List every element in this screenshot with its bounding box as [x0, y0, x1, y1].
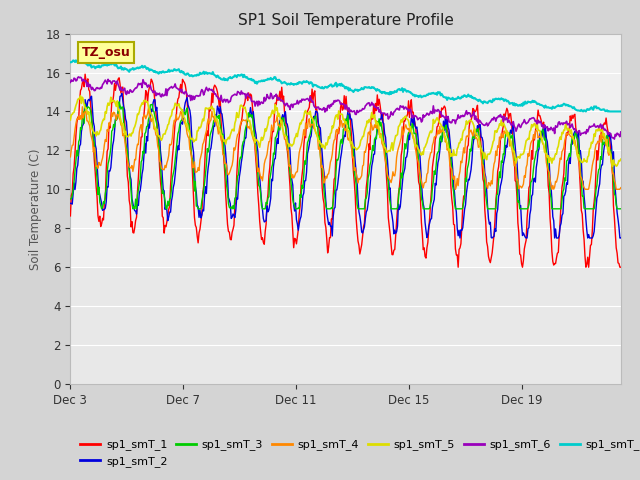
sp1_smT_6 [209, 89, 217, 95]
sp1_smT_2 [67, 201, 74, 206]
sp1_smT_7 [209, 69, 217, 75]
sp1_smT_6 [67, 80, 74, 85]
sp1_smT_6 [617, 129, 625, 135]
Y-axis label: Soil Temperature (C): Soil Temperature (C) [29, 148, 42, 270]
sp1_smT_7 [67, 60, 74, 65]
sp1_smT_1 [435, 119, 443, 125]
sp1_smT_2 [209, 131, 217, 137]
sp1_smT_2 [317, 125, 324, 131]
sp1_smT_4 [209, 114, 217, 120]
sp1_smT_5 [482, 155, 490, 161]
sp1_smT_7 [392, 89, 399, 95]
sp1_smT_2 [165, 214, 173, 220]
sp1_smT_4 [483, 183, 490, 189]
sp1_smT_6 [482, 121, 490, 127]
sp1_smT_4 [452, 186, 460, 192]
Line: sp1_smT_3: sp1_smT_3 [70, 102, 621, 209]
sp1_smT_1 [483, 239, 490, 245]
sp1_smT_3 [393, 206, 401, 212]
sp1_smT_3 [67, 196, 74, 202]
sp1_smT_5 [67, 117, 74, 123]
sp1_smT_6 [611, 136, 618, 142]
sp1_smT_1 [209, 100, 217, 106]
Line: sp1_smT_4: sp1_smT_4 [70, 107, 621, 189]
sp1_smT_4 [165, 153, 173, 158]
sp1_smT_4 [617, 185, 625, 191]
sp1_smT_6 [392, 107, 399, 113]
sp1_smT_1 [617, 264, 625, 270]
sp1_smT_4 [79, 104, 86, 109]
sp1_smT_5 [77, 93, 84, 99]
sp1_smT_1 [392, 232, 399, 238]
sp1_smT_3 [436, 136, 444, 142]
sp1_smT_3 [483, 199, 490, 205]
sp1_smT_3 [617, 206, 625, 212]
sp1_smT_6 [165, 87, 173, 93]
sp1_smT_1 [317, 144, 324, 149]
sp1_smT_5 [165, 121, 173, 127]
sp1_smT_7 [76, 58, 83, 63]
Line: sp1_smT_7: sp1_smT_7 [70, 60, 621, 111]
sp1_smT_6 [317, 106, 324, 112]
sp1_smT_1 [81, 72, 89, 77]
sp1_smT_2 [456, 235, 464, 241]
sp1_smT_2 [392, 230, 399, 236]
sp1_smT_4 [67, 154, 74, 160]
sp1_smT_4 [392, 167, 399, 173]
sp1_smT_5 [609, 164, 616, 169]
sp1_smT_5 [435, 119, 443, 124]
sp1_smT_3 [210, 118, 218, 123]
sp1_smT_3 [115, 99, 123, 105]
Line: sp1_smT_1: sp1_smT_1 [70, 74, 621, 267]
Text: TZ_osu: TZ_osu [81, 46, 130, 59]
sp1_smT_2 [617, 235, 625, 241]
sp1_smT_4 [435, 131, 443, 137]
Line: sp1_smT_2: sp1_smT_2 [70, 94, 621, 238]
sp1_smT_5 [392, 133, 399, 139]
Legend: sp1_smT_1, sp1_smT_2, sp1_smT_3, sp1_smT_4, sp1_smT_5, sp1_smT_6, sp1_smT_7: sp1_smT_1, sp1_smT_2, sp1_smT_3, sp1_smT… [76, 435, 640, 471]
sp1_smT_1 [165, 206, 173, 212]
sp1_smT_7 [617, 108, 625, 114]
sp1_smT_1 [454, 264, 462, 270]
Bar [70, 34, 621, 267]
sp1_smT_7 [317, 85, 324, 91]
sp1_smT_3 [166, 196, 173, 202]
sp1_smT_7 [482, 99, 490, 105]
sp1_smT_2 [118, 91, 125, 96]
sp1_smT_6 [75, 74, 83, 80]
sp1_smT_1 [67, 213, 74, 219]
sp1_smT_5 [317, 141, 324, 146]
sp1_smT_3 [98, 206, 106, 212]
sp1_smT_5 [209, 106, 217, 112]
sp1_smT_7 [435, 90, 443, 96]
sp1_smT_4 [317, 152, 324, 158]
sp1_smT_7 [165, 67, 173, 72]
sp1_smT_7 [579, 108, 587, 114]
Line: sp1_smT_6: sp1_smT_6 [70, 77, 621, 139]
sp1_smT_2 [435, 156, 443, 162]
Line: sp1_smT_5: sp1_smT_5 [70, 96, 621, 167]
sp1_smT_6 [435, 108, 443, 113]
sp1_smT_3 [317, 162, 325, 168]
sp1_smT_2 [483, 187, 490, 193]
sp1_smT_5 [617, 156, 625, 162]
Title: SP1 Soil Temperature Profile: SP1 Soil Temperature Profile [237, 13, 454, 28]
